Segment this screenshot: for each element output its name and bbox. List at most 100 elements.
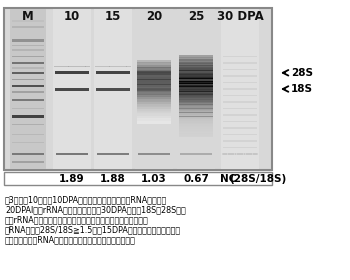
Bar bbox=[177, 9, 215, 169]
Bar bbox=[223, 140, 257, 142]
Bar bbox=[228, 153, 229, 155]
Bar bbox=[223, 153, 257, 155]
Bar bbox=[179, 63, 213, 64]
Bar bbox=[99, 66, 101, 67]
Bar bbox=[63, 66, 64, 67]
Text: 0.67: 0.67 bbox=[183, 174, 209, 183]
Bar bbox=[12, 56, 44, 57]
Bar bbox=[57, 66, 58, 67]
Bar bbox=[179, 83, 213, 85]
Bar bbox=[221, 9, 259, 169]
Bar bbox=[223, 101, 257, 103]
Text: 1.89: 1.89 bbox=[59, 174, 85, 183]
Bar bbox=[179, 117, 213, 119]
Bar bbox=[80, 66, 81, 67]
Bar bbox=[179, 96, 213, 97]
Bar bbox=[179, 106, 213, 108]
Bar bbox=[179, 65, 213, 67]
Bar bbox=[138, 153, 170, 155]
Bar bbox=[179, 112, 213, 115]
Bar bbox=[12, 108, 44, 109]
Bar bbox=[12, 20, 44, 22]
Text: 20: 20 bbox=[146, 10, 162, 22]
Bar bbox=[237, 153, 238, 155]
Bar bbox=[137, 116, 171, 119]
Bar bbox=[126, 66, 128, 67]
Bar bbox=[179, 109, 213, 111]
Bar bbox=[223, 127, 257, 129]
Bar bbox=[251, 153, 252, 155]
Bar bbox=[55, 71, 89, 74]
Bar bbox=[97, 153, 129, 155]
Bar bbox=[179, 102, 213, 105]
Bar bbox=[76, 66, 77, 67]
Bar bbox=[179, 114, 213, 116]
Bar bbox=[244, 153, 245, 155]
Bar bbox=[223, 82, 257, 83]
Bar bbox=[179, 130, 213, 132]
Text: 10: 10 bbox=[64, 10, 80, 22]
Bar bbox=[97, 66, 98, 67]
Bar bbox=[179, 75, 213, 77]
Bar bbox=[179, 132, 213, 134]
Bar bbox=[179, 93, 213, 95]
Bar bbox=[98, 66, 100, 67]
Bar bbox=[12, 72, 44, 74]
Bar bbox=[179, 71, 213, 73]
Bar bbox=[137, 71, 171, 74]
Bar bbox=[137, 113, 171, 116]
Bar bbox=[111, 66, 112, 67]
Bar bbox=[240, 153, 241, 155]
Bar bbox=[179, 101, 213, 103]
Bar bbox=[179, 88, 213, 89]
Bar bbox=[179, 94, 213, 97]
Bar bbox=[179, 70, 213, 73]
Bar bbox=[112, 66, 114, 67]
Bar bbox=[137, 74, 171, 78]
Bar bbox=[223, 62, 257, 64]
Bar bbox=[96, 87, 130, 90]
Bar bbox=[179, 91, 213, 94]
Bar bbox=[85, 66, 87, 67]
Bar bbox=[88, 66, 90, 67]
Bar bbox=[235, 153, 236, 155]
Bar bbox=[256, 153, 258, 155]
Bar bbox=[77, 66, 78, 67]
Bar bbox=[137, 121, 171, 124]
Bar bbox=[53, 9, 91, 169]
Bar bbox=[179, 60, 213, 63]
Bar bbox=[4, 172, 272, 185]
Bar bbox=[60, 66, 61, 67]
Bar bbox=[179, 87, 213, 91]
Text: 降の時期の胚乳RNAによるアレイ解析には注意を要する。: 降の時期の胚乳RNAによるアレイ解析には注意を要する。 bbox=[5, 235, 136, 244]
Bar bbox=[12, 153, 44, 155]
Bar bbox=[179, 85, 213, 87]
Text: 28S: 28S bbox=[291, 68, 313, 78]
Bar bbox=[12, 92, 44, 93]
Text: (28S/18S): (28S/18S) bbox=[229, 174, 287, 183]
Bar bbox=[179, 78, 213, 80]
Bar bbox=[179, 62, 213, 64]
Bar bbox=[247, 153, 249, 155]
Bar bbox=[12, 62, 44, 64]
Bar bbox=[110, 66, 111, 67]
Bar bbox=[68, 66, 70, 67]
Bar bbox=[121, 66, 122, 67]
Bar bbox=[65, 66, 67, 67]
Bar bbox=[179, 76, 213, 79]
Bar bbox=[54, 66, 56, 67]
Bar bbox=[137, 80, 171, 82]
Bar bbox=[87, 66, 88, 67]
Bar bbox=[122, 66, 124, 67]
Bar bbox=[254, 153, 256, 155]
Bar bbox=[102, 66, 104, 67]
Bar bbox=[179, 100, 213, 101]
Bar bbox=[12, 67, 44, 69]
Text: 図3．開花10日後（10DPA）以降の胚乳組織由来のRNAの品質。: 図3．開花10日後（10DPA）以降の胚乳組織由来のRNAの品質。 bbox=[5, 195, 167, 204]
Bar bbox=[179, 118, 213, 121]
Bar bbox=[253, 153, 254, 155]
Bar bbox=[12, 124, 44, 125]
Bar bbox=[223, 134, 257, 135]
Bar bbox=[179, 111, 213, 113]
Bar bbox=[71, 66, 73, 67]
